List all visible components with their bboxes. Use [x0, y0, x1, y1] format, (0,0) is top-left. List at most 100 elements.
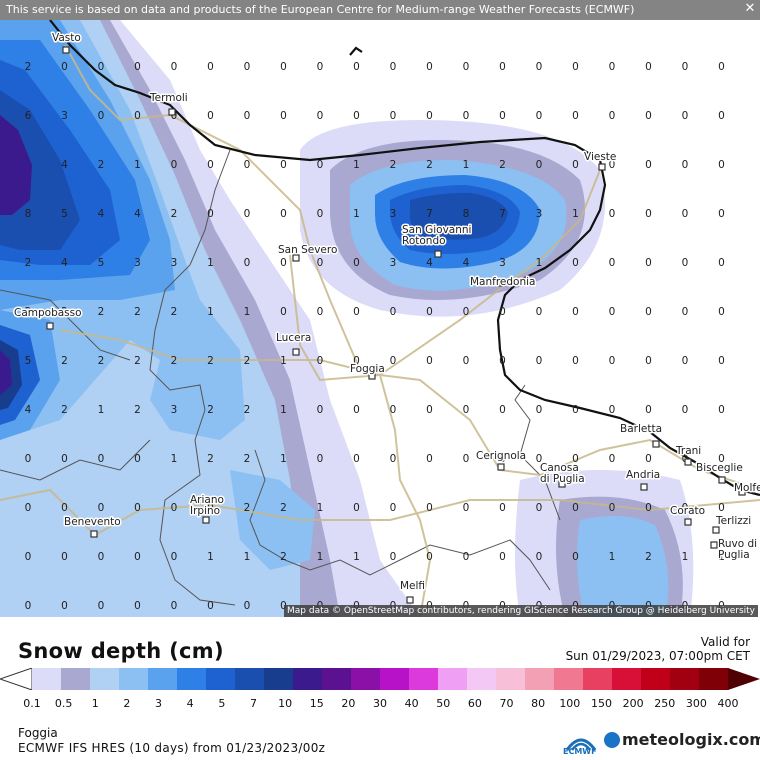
grid-value: 2 — [645, 551, 652, 563]
grid-value: 0 — [645, 502, 652, 514]
grid-value: 0 — [25, 600, 32, 612]
grid-value: 0 — [280, 61, 287, 73]
grid-value: 0 — [426, 551, 433, 563]
grid-value: 0 — [572, 159, 579, 171]
city-marker[interactable] — [497, 463, 505, 471]
grid-value: 0 — [609, 306, 616, 318]
grid-value: 0 — [98, 61, 105, 73]
city-marker[interactable] — [710, 541, 718, 549]
grid-value: 0 — [645, 355, 652, 367]
close-icon[interactable]: ✕ — [744, 1, 756, 16]
city-marker[interactable] — [202, 516, 210, 524]
location-name: Foggia — [18, 726, 58, 740]
city-marker[interactable] — [434, 250, 442, 258]
grid-value: 1 — [134, 159, 141, 171]
snow-depth-grid-values: 2 0 0 0 0 0 0 0 0 0 0 0 0 0 0 0 0 0 0 0 6 3 0 0 0 0 0 0 0 0 0 0 0 0 0 0 0 0 0 0… — [25, 61, 725, 612]
grid-value: 0 — [280, 306, 287, 318]
city-marker[interactable] — [718, 476, 726, 484]
grid-value: 3 — [171, 257, 178, 269]
grid-value: 0 — [426, 306, 433, 318]
city-label: Lucera — [276, 332, 311, 344]
grid-value: 1 — [244, 551, 251, 563]
grid-value: 2 — [98, 355, 105, 367]
grid-value: 0 — [536, 110, 543, 122]
city-marker[interactable] — [498, 279, 506, 287]
snow-depth-map[interactable]: 2 0 0 0 0 0 0 0 0 0 0 0 0 0 0 0 0 0 0 0 6 3 0 0 0 0 0 0 0 0 0 0 0 0 0 0 0 0 0 0… — [0, 0, 760, 617]
grid-value: 0 — [499, 306, 506, 318]
grid-value: 0 — [645, 453, 652, 465]
grid-value: 0 — [317, 61, 324, 73]
grid-value: 4 — [426, 257, 433, 269]
grid-value: 0 — [25, 502, 32, 514]
grid-value: 0 — [499, 551, 506, 563]
grid-value: 3 — [134, 257, 141, 269]
city-label: Vieste — [584, 151, 616, 163]
grid-value: 0 — [718, 502, 725, 514]
city-marker[interactable] — [684, 518, 692, 526]
grid-value: 0 — [718, 355, 725, 367]
grid-value: 8 — [25, 208, 32, 220]
legend-title: Snow depth (cm) — [18, 639, 224, 663]
city-marker[interactable] — [558, 480, 566, 488]
grid-value: 0 — [98, 551, 105, 563]
grid-value: 0 — [536, 551, 543, 563]
grid-value: 0 — [463, 551, 470, 563]
colorbar-tick-label: 400 — [717, 697, 739, 710]
city-marker[interactable] — [738, 488, 746, 496]
colorbar-segment — [264, 668, 294, 690]
grid-value: 0 — [390, 453, 397, 465]
grid-value: 0 — [390, 306, 397, 318]
grid-value: 0 — [353, 355, 360, 367]
grid-value: 0 — [536, 502, 543, 514]
city-markers: Vasto Termoli Vieste San Severo San Giovanni… — [13, 31, 760, 604]
grid-value: 1 — [171, 453, 178, 465]
grid-value: 2 — [171, 355, 178, 367]
city-marker[interactable] — [368, 372, 376, 380]
grid-value: 0 — [353, 502, 360, 514]
city-marker[interactable] — [712, 526, 720, 534]
city-marker[interactable] — [640, 483, 648, 491]
colorbar-tick-label: 30 — [373, 697, 387, 710]
grid-value: 2 — [25, 61, 32, 73]
grid-value: 0 — [171, 61, 178, 73]
city-marker[interactable] — [168, 108, 176, 116]
meteologix-brand[interactable]: meteologix.com — [622, 730, 760, 749]
city-marker[interactable] — [684, 458, 692, 466]
colorbar-segment — [641, 668, 671, 690]
city-marker[interactable] — [406, 596, 414, 604]
city-marker[interactable] — [90, 530, 98, 538]
grid-value: 0 — [609, 502, 616, 514]
grid-value: 0 — [390, 551, 397, 563]
grid-value: 0 — [171, 110, 178, 122]
grid-value: 0 — [718, 404, 725, 416]
grid-value: 0 — [572, 110, 579, 122]
grid-value: 0 — [536, 453, 543, 465]
grid-value: 1 — [353, 551, 360, 563]
grid-value: 0 — [463, 110, 470, 122]
grid-value: 0 — [645, 159, 652, 171]
grid-value: 0 — [134, 61, 141, 73]
grid-value: 2 — [61, 355, 68, 367]
colorbar-segment — [32, 668, 62, 690]
grid-value: 2 — [499, 159, 506, 171]
city-marker[interactable] — [292, 348, 300, 356]
grid-value: 0 — [207, 110, 214, 122]
city-marker[interactable] — [598, 163, 606, 171]
grid-value: 2 — [390, 159, 397, 171]
grid-value: 1 — [536, 257, 543, 269]
city-marker[interactable] — [292, 254, 300, 262]
grid-value: 4 — [61, 159, 68, 171]
grid-value: 0 — [317, 404, 324, 416]
ecmwf-notice-banner: This service is based on data and produc… — [0, 0, 760, 20]
color-scale-bar — [0, 668, 760, 690]
map-attribution: Map data © OpenStreetMap contributors, r… — [284, 605, 758, 617]
city-marker[interactable] — [62, 46, 70, 54]
city-marker[interactable] — [652, 440, 660, 448]
colorbar-tick-label: 10 — [278, 697, 293, 710]
grid-value: 0 — [98, 453, 105, 465]
grid-value: 0 — [317, 110, 324, 122]
city-label: Ariano — [190, 494, 224, 506]
city-marker[interactable] — [46, 322, 54, 330]
grid-value: 0 — [682, 355, 689, 367]
grid-value: 1 — [280, 404, 287, 416]
